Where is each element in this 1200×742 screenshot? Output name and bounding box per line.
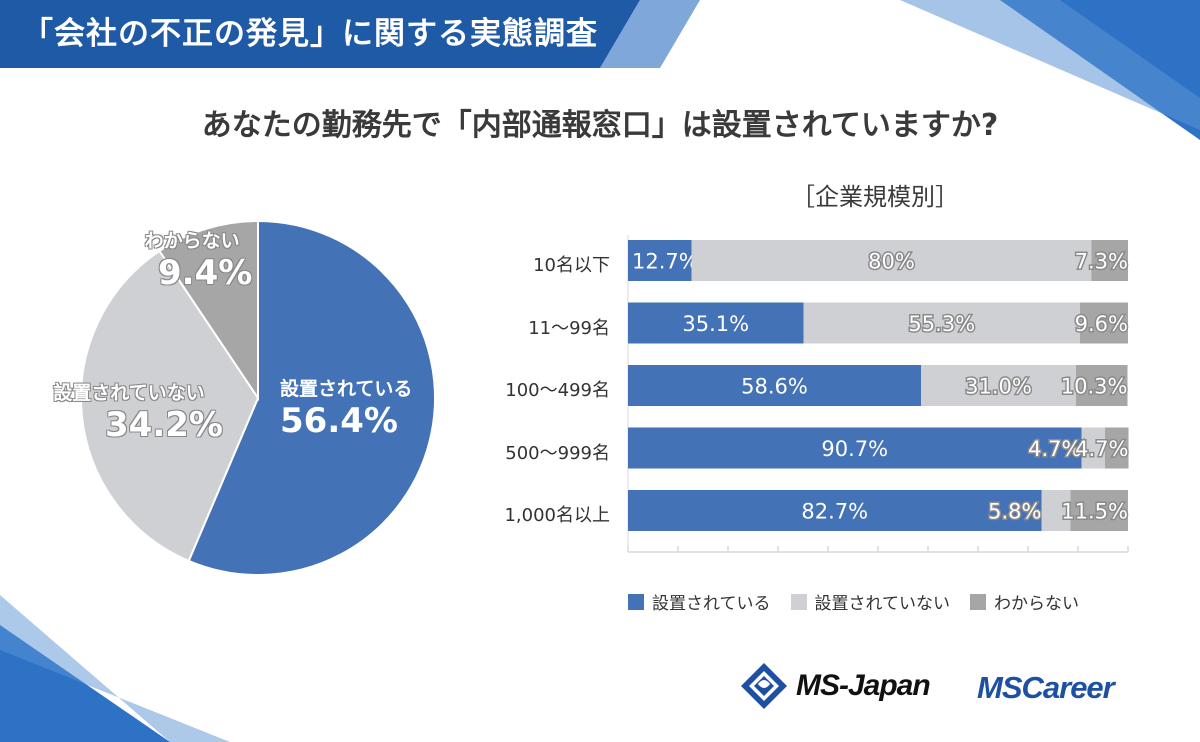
bar-segment-not-installed bbox=[803, 302, 1080, 344]
bar-segment-installed bbox=[628, 302, 804, 344]
legend-item-not-installed: 設置されていない bbox=[790, 589, 951, 614]
bar-segment-unknown bbox=[1076, 365, 1128, 406]
bar-label-unknown: 4.7% bbox=[1075, 437, 1128, 461]
bar-label-installed: 12.7% bbox=[632, 250, 699, 274]
bar-label-not-installed: 5.8% bbox=[988, 500, 1041, 524]
category-label: 10名以下 bbox=[533, 255, 610, 276]
category-label: 1,000名以上 bbox=[504, 505, 610, 526]
pie-label-not-installed: 設置されていない 34.2% bbox=[35, 378, 223, 445]
bar-segment-not-installed bbox=[691, 240, 1092, 281]
pie-label-installed-value: 56.4% bbox=[280, 401, 398, 441]
bar-label-not-installed: 80% bbox=[868, 250, 915, 274]
category-label: 11～99名 bbox=[528, 318, 610, 339]
category-label: 100～499名 bbox=[505, 380, 610, 401]
legend-swatch-unknown bbox=[970, 593, 986, 610]
legend-label-unknown: わからない bbox=[994, 594, 1079, 614]
bar-segment-installed bbox=[628, 490, 1042, 531]
survey-question: あなたの勤務先で「内部通報窓口」は設置されていますか? bbox=[201, 108, 999, 143]
bar-chart-title: ［企業規模別］ bbox=[791, 183, 959, 211]
pie-label-installed: 設置されている 56.4% bbox=[280, 374, 412, 441]
pie-label-unknown-name: わからない bbox=[144, 230, 240, 252]
bar-label-not-installed: 4.7% bbox=[1028, 437, 1081, 461]
ms-japan-logo-icon bbox=[741, 663, 787, 709]
bar-segment-unknown bbox=[1070, 490, 1128, 531]
ms-career-logo: MSCareer bbox=[977, 670, 1115, 705]
pie-slice-unknown bbox=[158, 219, 259, 402]
chart-legend: 設置されている 設置されていない わからない bbox=[628, 589, 1099, 614]
bar-segment-installed bbox=[628, 365, 921, 406]
legend-label-not-installed: 設置されていない bbox=[814, 594, 951, 614]
pie-slice-installed bbox=[187, 219, 436, 576]
bar-label-installed: 58.6% bbox=[741, 375, 808, 399]
ms-japan-logo-text: MS-Japan bbox=[796, 669, 931, 702]
legend-swatch-installed bbox=[628, 593, 644, 610]
bar-segment-installed bbox=[628, 240, 692, 281]
bar-segment-not-installed bbox=[1081, 427, 1105, 469]
bar-label-not-installed: 55.3% bbox=[908, 312, 975, 336]
bar-label-unknown: 9.6% bbox=[1075, 312, 1128, 336]
pie-label-unknown: わからない 9.4% bbox=[132, 226, 253, 293]
bar-segment-not-installed bbox=[921, 365, 1076, 406]
bar-label-unknown: 11.5% bbox=[1061, 500, 1128, 524]
ms-japan-logo: MS-Japan bbox=[740, 662, 931, 710]
bar-label-unknown: 10.3% bbox=[1061, 375, 1128, 399]
bar-label-installed: 82.7% bbox=[801, 500, 868, 524]
pie-label-unknown-value: 9.4% bbox=[158, 253, 253, 293]
bar-segment-unknown bbox=[1080, 302, 1128, 344]
legend-label-installed: 設置されている bbox=[652, 594, 771, 614]
bar-segment-unknown bbox=[1105, 427, 1129, 469]
bar-label-installed: 90.7% bbox=[821, 437, 888, 461]
bar-label-not-installed: 31.0% bbox=[965, 375, 1032, 399]
legend-swatch-not-installed bbox=[790, 593, 807, 610]
legend-item-unknown: わからない bbox=[970, 589, 1079, 614]
bar-segment-installed bbox=[628, 427, 1082, 469]
page-header-title: 「会社の不正の発見」に関する実態調査 bbox=[22, 16, 598, 52]
legend-item-installed: 設置されている bbox=[628, 589, 771, 614]
bar-segment-not-installed bbox=[1041, 490, 1071, 531]
category-label: 500～999名 bbox=[505, 443, 610, 464]
pie-label-installed-name: 設置されている bbox=[280, 378, 413, 400]
pie-slice-not-installed bbox=[80, 249, 260, 563]
bar-label-installed: 35.1% bbox=[682, 312, 749, 336]
pie-label-not-installed-value: 34.2% bbox=[105, 405, 223, 445]
bar-label-unknown: 7.3% bbox=[1075, 250, 1128, 274]
bar-segment-unknown bbox=[1091, 240, 1128, 281]
pie-label-not-installed-name: 設置されていない bbox=[53, 382, 205, 404]
